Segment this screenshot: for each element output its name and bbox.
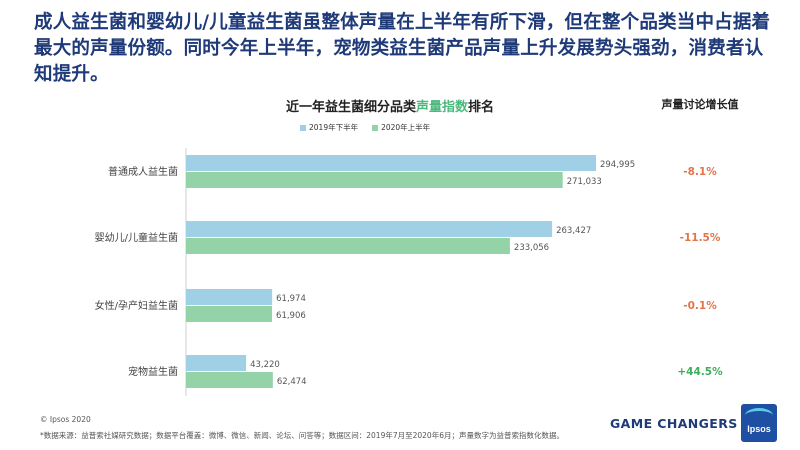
category-label: 婴幼儿/儿童益生菌 [95, 231, 178, 244]
copyright: © Ipsos 2020 [40, 415, 91, 424]
bar-2019 [186, 155, 596, 171]
bar-2020 [186, 306, 273, 322]
growth-header: 声量讨论增长值 [661, 98, 739, 111]
chart-title-part-3: 排名 [468, 100, 495, 115]
source-note: *数据来源：益普索社媒研究数据；数据平台覆盖：微博、微信、新闻、论坛、问答等；数… [40, 431, 564, 440]
logo-text: Ipsos [747, 424, 771, 434]
growth-value: -8.1% [683, 166, 717, 178]
headline: 成人益生菌和婴幼儿/儿童益生菌虽整体声量在上半年有所下滑，但在整个品类当中占据着… [34, 12, 771, 85]
bar-2019 [186, 221, 553, 237]
bar-2019 [186, 355, 247, 371]
value-label: 62,474 [277, 377, 307, 387]
bar-chart: 普通成人益生菌 294,995 271,033 -8.1% 婴幼儿/儿童益生菌 263,4… [95, 148, 723, 396]
bar-2020 [186, 172, 563, 188]
legend-swatch-2020 [372, 124, 379, 131]
legend-label-2019: 2019年下半年 [309, 123, 359, 132]
value-label: 61,906 [276, 311, 306, 321]
bar-2020 [186, 238, 510, 254]
value-label: 61,974 [276, 294, 306, 304]
value-label: 271,033 [567, 177, 602, 187]
bar-2020 [186, 372, 273, 388]
value-label: 233,056 [514, 243, 549, 253]
legend-item-2019: 2019年下半年 [300, 122, 358, 133]
logo-wave [745, 408, 773, 423]
growth-value: -0.1% [683, 300, 717, 312]
category-label: 普通成人益生菌 [108, 165, 178, 178]
brand-tagline: GAME CHANGERS [610, 416, 738, 431]
growth-value: +44.5% [677, 366, 723, 378]
value-label: 294,995 [600, 160, 635, 170]
value-label: 43,220 [250, 360, 280, 370]
value-label: 263,427 [556, 226, 591, 236]
category-label: 女性/孕产妇益生菌 [95, 299, 178, 312]
chart-title-highlight: 声量指数 [415, 100, 468, 115]
chart-title-part-1: 近一年益生菌细分品类 [285, 100, 416, 115]
growth-value: -11.5% [680, 232, 721, 244]
legend-label-2020: 2020年上半年 [381, 123, 431, 132]
chart-title: 近一年益生菌细分品类声量指数排名 [260, 96, 520, 115]
category-label: 宠物益生菌 [128, 365, 178, 378]
ipsos-logo: Ipsos [741, 404, 777, 442]
bar-2019 [186, 289, 273, 305]
legend: 2019年下半年 2020年上半年 [300, 122, 430, 133]
legend-item-2020: 2020年上半年 [372, 122, 430, 133]
legend-swatch-2019 [300, 124, 306, 131]
